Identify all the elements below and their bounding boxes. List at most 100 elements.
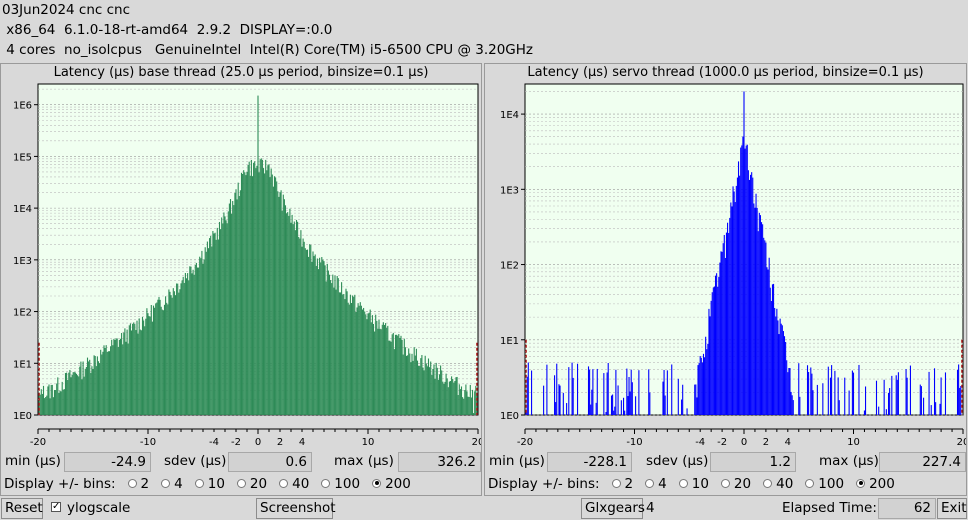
histogram-bar [114,339,116,415]
histogram-bar [303,241,305,415]
histogram-bar [440,365,442,415]
histogram-bar [293,221,295,415]
histogram-bar [816,384,818,415]
histogram-bar [742,136,744,415]
histogram-bar [456,376,458,415]
histogram-bar [198,267,200,415]
base-bins-radio-100[interactable]: 100 [321,476,360,492]
servo-chart-title: Latency (µs) servo thread (1000.0 µs per… [527,65,924,80]
histogram-bar [527,362,529,415]
base-min-value: -24.9 [64,452,151,472]
histogram-bar [136,320,138,415]
histogram-bar [166,302,168,415]
histogram-bar [400,335,402,415]
histogram-bar [780,323,782,415]
bins-radio-label: 2 [624,476,634,492]
base-bins-radio-200[interactable]: 200 [372,476,411,492]
histogram-bar [457,395,459,415]
histogram-bar [215,239,217,415]
exit-button[interactable]: Exit [937,498,967,519]
histogram-bar [744,148,746,416]
histogram-bar [453,382,455,415]
base-bins-radio-4[interactable]: 4 [161,476,183,492]
histogram-bar [92,368,94,415]
histogram-bar [336,276,338,415]
histogram-bar [178,292,180,415]
histogram-bar [302,238,304,415]
histogram-bar [723,234,725,415]
servo-bins-radio-40[interactable]: 40 [763,476,793,492]
histogram-bar [760,222,763,415]
histogram-bar [235,189,237,415]
base-bins-radio-20[interactable]: 20 [236,476,267,492]
header-line-1: 03Jun2024 cnc cnc [2,2,131,18]
histogram-bar [358,305,360,415]
y-tick-label: 1E0 [500,411,519,422]
histogram-bar [377,328,379,415]
histogram-bar [49,398,51,415]
histogram-bar [55,390,57,415]
base-bins-radio-10[interactable]: 10 [194,476,225,492]
histogram-bar [155,303,157,415]
histogram-bar [408,348,410,415]
glxgears-button[interactable]: Glxgears [581,498,645,519]
histogram-bar [112,345,114,415]
histogram-bar [212,230,214,415]
screenshot-button[interactable]: Screenshot [256,498,336,519]
histogram-bar [125,341,127,415]
servo-bins-radio-4[interactable]: 4 [645,476,667,492]
histogram-bar [294,230,296,415]
histogram-bar [39,394,41,415]
histogram-bar [447,387,449,415]
reset-button[interactable]: Reset [1,498,43,519]
ylogscale-checkbox[interactable]: ✓ ylogscale [51,500,130,516]
histogram-bar [424,355,426,415]
histogram-bar [172,288,174,415]
servo-bins-radio-10[interactable]: 10 [678,476,709,492]
histogram-bar [626,368,628,415]
base-bins-radio-2[interactable]: 2 [127,476,149,492]
histogram-bar [615,369,617,415]
histogram-bar [378,319,380,415]
histogram-bar [432,368,434,415]
histogram-bar [157,299,159,415]
histogram-bar [415,348,417,415]
base-bins-radio-40[interactable]: 40 [279,476,309,492]
histogram-bar [343,294,345,415]
histogram-bar [781,325,783,415]
histogram-bar [624,410,626,415]
servo-bins-radio-100[interactable]: 100 [805,476,844,492]
servo-sdev-value: 1.2 [710,452,796,472]
histogram-bar [289,208,291,415]
histogram-bar [431,375,433,415]
servo-bins-radio-20[interactable]: 20 [720,476,751,492]
histogram-bar [222,223,224,415]
histogram-bar [435,362,437,415]
histogram-bar [423,370,425,415]
base-max-label: max (µs) [334,453,394,469]
histogram-bar [591,389,593,415]
histogram-bar [225,220,227,415]
histogram-bar [398,334,400,415]
histogram-bar [427,358,430,415]
histogram-bar [171,297,173,415]
histogram-bar [47,386,49,415]
histogram-bar [216,227,218,415]
histogram-bar [308,256,310,415]
histogram-bar [702,353,705,415]
histogram-bar [958,364,960,415]
histogram-bar [145,318,147,415]
histogram-bar [812,390,814,415]
radio-dot-icon [372,478,382,488]
histogram-bar [944,372,947,415]
histogram-bar [80,361,82,415]
elapsed-time-label: Elapsed Time: [782,500,877,516]
radio-dot-icon [127,478,137,488]
histogram-bar [189,266,191,415]
histogram-bar [612,394,614,415]
servo-bins-radio-2[interactable]: 2 [611,476,634,492]
histogram-bar [728,232,730,415]
servo-bins-radio-200[interactable]: 200 [856,476,895,492]
histogram-bar [258,172,260,415]
histogram-bar [68,372,70,415]
